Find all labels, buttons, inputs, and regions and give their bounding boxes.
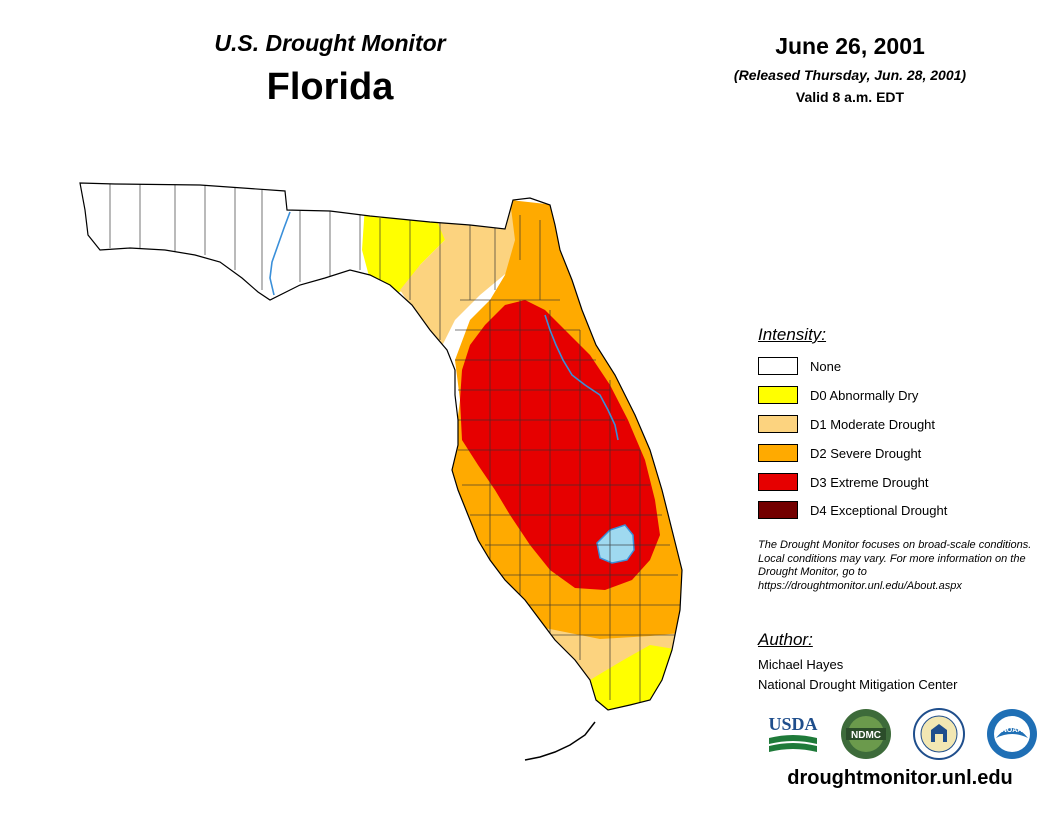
author-name: Michael Hayes bbox=[758, 657, 844, 672]
valid-time: Valid 8 a.m. EDT bbox=[795, 89, 905, 105]
florida-drought-map bbox=[79, 182, 683, 761]
legend-label: D1 Moderate Drought bbox=[810, 416, 936, 432]
legend-swatch bbox=[758, 444, 798, 462]
ndmc-logo-text: NDMC bbox=[851, 730, 881, 741]
release-date: (Released Thursday, Jun. 28, 2001) bbox=[733, 67, 967, 83]
noaa-logo-text: NOAA bbox=[1002, 727, 1023, 734]
legend-label: D3 Extreme Drought bbox=[810, 474, 929, 490]
map-title: Florida bbox=[266, 66, 394, 108]
author-org: National Drought Mitigation Center bbox=[758, 677, 958, 692]
legend-label: D0 Abnormally Dry bbox=[810, 387, 919, 403]
map-date: June 26, 2001 bbox=[775, 33, 925, 59]
lake-okeechobee bbox=[596, 524, 635, 564]
legend-swatch bbox=[758, 473, 798, 491]
legend-swatch bbox=[758, 357, 798, 375]
legend-label: D2 Severe Drought bbox=[810, 445, 922, 461]
legend-swatch bbox=[758, 415, 798, 433]
legend-item: D2 Severe Drought bbox=[758, 443, 921, 463]
author-heading: Author: bbox=[758, 630, 813, 649]
legend-label: None bbox=[810, 358, 842, 374]
usda-logo: USDA bbox=[768, 714, 818, 752]
usda-logo-text: USDA bbox=[768, 714, 817, 734]
area-d0 bbox=[362, 205, 445, 295]
noaa-logo: NOAA bbox=[987, 709, 1037, 759]
commerce-seal-logo bbox=[913, 708, 965, 760]
legend-item: D3 Extreme Drought bbox=[758, 472, 929, 492]
map-subtitle: U.S. Drought Monitor bbox=[214, 30, 446, 56]
legend-item: D0 Abnormally Dry bbox=[758, 385, 918, 405]
ndmc-logo: NDMC bbox=[841, 709, 891, 759]
disclaimer-note: The Drought Monitor focuses on broad-sca… bbox=[758, 539, 1032, 592]
website-link[interactable]: droughtmonitor.unl.edu bbox=[787, 767, 1013, 789]
legend-swatch bbox=[758, 386, 798, 404]
apalachicola-river bbox=[269, 211, 291, 296]
florida-keys bbox=[524, 721, 596, 761]
legend-label: D4 Exceptional Drought bbox=[810, 502, 948, 518]
legend-heading: Intensity: bbox=[758, 325, 827, 344]
legend-item: D4 Exceptional Drought bbox=[758, 500, 947, 520]
legend-swatch bbox=[758, 501, 798, 519]
drought-areas bbox=[80, 183, 682, 710]
legend-item: None bbox=[758, 356, 841, 376]
st-johns-river bbox=[544, 314, 619, 441]
legend-item: D1 Moderate Drought bbox=[758, 414, 935, 434]
florida-outline bbox=[79, 182, 683, 711]
county-lines bbox=[109, 184, 680, 705]
